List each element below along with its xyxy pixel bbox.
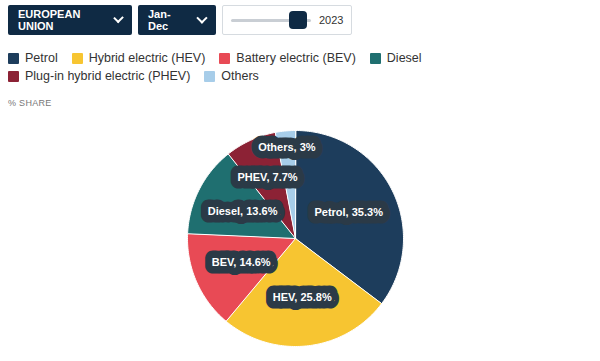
svg-text:Diesel, 13.6%: Diesel, 13.6% (208, 205, 278, 217)
svg-text:Others, 3%: Others, 3% (258, 141, 316, 153)
html-text:Others: Others (221, 69, 259, 83)
svg-text:Petrol, 35.3%: Petrol, 35.3% (314, 206, 383, 218)
html-text:% SHARE: % SHARE (8, 98, 52, 108)
svg-text:PHEV, 7.7%: PHEV, 7.7% (237, 171, 297, 183)
html-text:Hybrid electric (HEV): Hybrid electric (HEV) (88, 51, 206, 65)
svg-text:BEV, 14.6%: BEV, 14.6% (212, 256, 271, 268)
html-text:2023: 2023 (319, 14, 344, 26)
svg-text:HEV, 25.8%: HEV, 25.8% (273, 291, 332, 303)
html-text:Petrol: Petrol (25, 51, 58, 65)
html-text:Battery electric (BEV): Battery electric (BEV) (236, 51, 356, 65)
html-text:Jan-Dec: Jan-Dec (148, 8, 171, 32)
html-text:Diesel: Diesel (386, 51, 422, 65)
html-text:Plug-in hybrid electric (PHEV): Plug-in hybrid electric (PHEV) (25, 69, 191, 83)
html-text:EUROPEAN UNION: EUROPEAN UNION (18, 8, 81, 32)
